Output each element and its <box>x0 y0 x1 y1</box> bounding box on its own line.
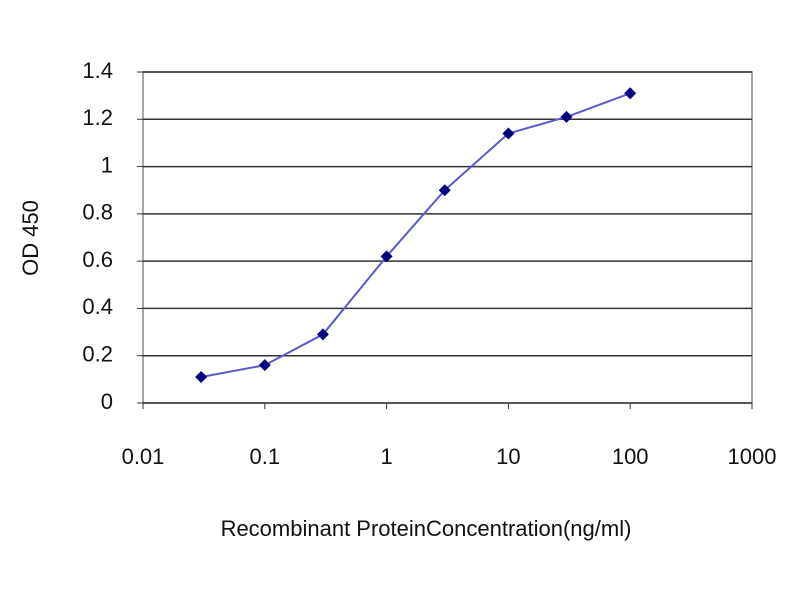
x-tick-label: 10 <box>496 444 520 469</box>
data-point <box>502 127 515 140</box>
data-point <box>380 250 393 263</box>
plot-area <box>142 71 753 404</box>
data-point <box>316 328 329 341</box>
y-tick-label: 0 <box>101 389 113 414</box>
y-tick-label: 0.6 <box>82 247 113 272</box>
x-tick-label: 100 <box>612 444 649 469</box>
y-tick-label: 0.2 <box>82 342 113 367</box>
x-tick-label: 0.01 <box>122 444 165 469</box>
data-point <box>624 87 637 100</box>
data-point <box>195 370 208 383</box>
x-tick-label: 1 <box>380 444 392 469</box>
y-tick-label: 0.8 <box>82 200 113 225</box>
data-point <box>560 110 573 123</box>
data-point <box>258 359 271 372</box>
y-axis-label: OD 450 <box>18 200 43 276</box>
y-tick-label: 1.2 <box>82 105 113 130</box>
y-tick-label: 1 <box>101 152 113 177</box>
x-axis-label: Recombinant ProteinConcentration(ng/ml) <box>221 516 632 541</box>
data-line <box>200 92 631 378</box>
data-point <box>438 184 451 197</box>
y-tick-label: 1.4 <box>82 58 113 83</box>
x-tick-label: 0.1 <box>250 444 281 469</box>
x-tick-label: 1000 <box>728 444 777 469</box>
y-tick-label: 0.4 <box>82 294 113 319</box>
